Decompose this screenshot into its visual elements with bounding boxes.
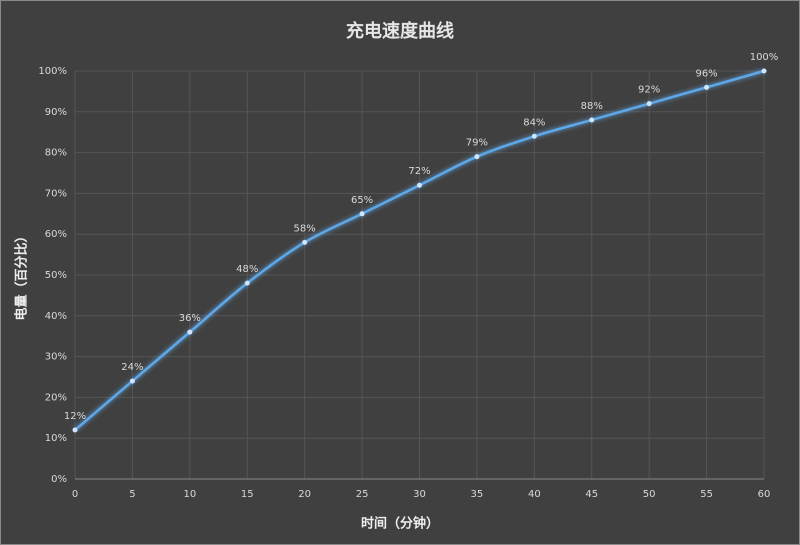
- point: [704, 84, 710, 90]
- y-tick-label: 70%: [45, 188, 67, 199]
- data-label: 92%: [638, 85, 660, 96]
- y-tick-label: 20%: [45, 392, 67, 403]
- data-label: 72%: [408, 166, 430, 177]
- x-tick-label: 25: [356, 489, 369, 500]
- point: [129, 378, 135, 384]
- point: [646, 101, 652, 107]
- y-tick-label: 10%: [45, 433, 67, 444]
- x-tick-label: 0: [72, 489, 78, 500]
- y-tick-label: 0%: [51, 474, 67, 485]
- point: [761, 68, 767, 74]
- y-tick-label: 90%: [45, 107, 67, 118]
- x-tick-label: 35: [471, 489, 484, 500]
- y-axis-title: 电量（百分比）: [14, 229, 30, 320]
- x-axis-title: 时间（分钟）: [361, 516, 439, 532]
- data-label: 58%: [294, 223, 316, 234]
- x-tick-label: 10: [183, 489, 196, 500]
- point: [531, 133, 537, 139]
- point: [359, 211, 365, 217]
- data-label: 84%: [523, 117, 545, 128]
- data-label: 12%: [64, 411, 86, 422]
- x-tick-label: 60: [758, 489, 771, 500]
- y-tick-label: 80%: [45, 148, 67, 159]
- x-tick-label: 15: [241, 489, 254, 500]
- point: [302, 239, 308, 245]
- y-tick-label: 60%: [45, 229, 67, 240]
- data-label: 88%: [581, 101, 603, 112]
- point: [72, 427, 78, 433]
- point: [417, 182, 422, 188]
- data-label: 79%: [466, 138, 488, 149]
- data-label: 65%: [351, 195, 373, 206]
- point: [187, 329, 193, 335]
- data-label: 48%: [236, 264, 258, 275]
- point: [474, 154, 480, 160]
- data-label: 24%: [121, 362, 143, 373]
- x-tick-label: 20: [298, 489, 311, 500]
- point: [589, 117, 595, 123]
- x-tick-label: 40: [528, 489, 541, 500]
- x-tick-label: 5: [129, 489, 135, 500]
- y-tick-label: 50%: [45, 270, 67, 281]
- x-tick-label: 55: [700, 489, 713, 500]
- x-tick-label: 45: [585, 489, 598, 500]
- y-tick-label: 40%: [45, 311, 67, 322]
- x-tick-label: 30: [413, 489, 426, 500]
- y-tick-label: 100%: [38, 66, 67, 77]
- point: [244, 280, 250, 286]
- y-tick-label: 30%: [45, 352, 67, 363]
- chart-title: 充电速度曲线: [346, 20, 454, 42]
- data-label: 100%: [750, 52, 779, 63]
- data-label: 96%: [695, 68, 717, 79]
- x-tick-label: 50: [643, 489, 656, 500]
- data-label: 36%: [179, 313, 201, 324]
